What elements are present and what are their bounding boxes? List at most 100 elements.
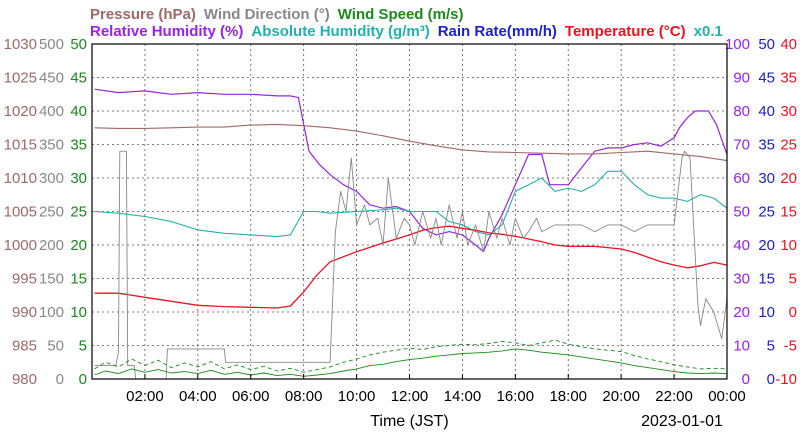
pressure-axis-tick: 985 <box>12 338 37 355</box>
wind-speed-axis-tick: 30 <box>70 170 87 187</box>
rain-axis-tick: 45 <box>758 70 775 87</box>
rain-axis-tick: 20 <box>758 237 775 254</box>
wind-speed-axis-tick: 25 <box>70 204 87 221</box>
chart-grid <box>92 44 727 379</box>
x-tick-label: 00:00 <box>708 388 746 405</box>
wind-speed-axis-tick: 0 <box>79 371 87 388</box>
wind-speed-axis-tick: 40 <box>70 103 87 120</box>
rh-axis-tick: 40 <box>733 237 750 254</box>
temp-axis-tick: -10 <box>775 371 797 388</box>
rh-axis-tick: 50 <box>733 204 750 221</box>
pressure-axis-tick: 1000 <box>4 237 37 254</box>
rh-axis-tick: 80 <box>733 103 750 120</box>
rh-axis-tick: 90 <box>733 70 750 87</box>
rain-axis-tick: 35 <box>758 137 775 154</box>
rh-axis-tick: 10 <box>733 338 750 355</box>
temp-axis-tick: -5 <box>784 338 797 355</box>
pressure-line <box>94 123 728 162</box>
pressure-axis-tick: 1030 <box>4 36 37 53</box>
rh-axis-tick: 100 <box>725 36 750 53</box>
rh-axis-tick: 60 <box>733 170 750 187</box>
pressure-axis-tick: 1020 <box>4 103 37 120</box>
wind-speed-axis-tick: 5 <box>79 338 87 355</box>
wind-dir-axis-tick: 350 <box>39 137 64 154</box>
wind-dir-axis-tick: 450 <box>39 70 64 87</box>
temperature-line <box>94 225 728 309</box>
relative-humidity-line <box>94 88 728 253</box>
wind-dir-axis-tick: 200 <box>39 237 64 254</box>
rain-axis-tick: 10 <box>758 304 775 321</box>
temp-axis-tick: 5 <box>789 271 797 288</box>
pressure-axis-tick: 1025 <box>4 70 37 87</box>
x-tick-label: 08:00 <box>285 388 323 405</box>
rain-axis-tick: 30 <box>758 170 775 187</box>
rain-axis-tick: 50 <box>758 36 775 53</box>
wind-speed-gust-line <box>94 339 728 373</box>
legend-item: Rain Rate(mm/h) <box>438 23 557 40</box>
pressure-axis-tick: 990 <box>12 304 37 321</box>
wind-dir-axis-tick: 50 <box>47 338 64 355</box>
chart-legend: Pressure (hPa) Wind Direction (°) Wind Spe… <box>90 6 723 40</box>
legend-item: Pressure (hPa) <box>90 6 196 23</box>
rain-axis-tick: 25 <box>758 204 775 221</box>
rh-axis-tick: 30 <box>733 271 750 288</box>
x-tick-label: 04:00 <box>179 388 217 405</box>
rh-axis-tick: 70 <box>733 137 750 154</box>
temp-axis-tick: 20 <box>780 170 797 187</box>
wind-speed-axis-tick: 35 <box>70 137 87 154</box>
rh-axis-tick: 0 <box>742 371 750 388</box>
legend-item: Wind Direction (°) <box>204 6 330 23</box>
wind-speed-axis-tick: 15 <box>70 271 87 288</box>
wind-dir-axis-tick: 250 <box>39 204 64 221</box>
wind-dir-axis-tick: 100 <box>39 304 64 321</box>
absolute-humidity-line <box>94 170 728 238</box>
temp-axis-tick: 30 <box>780 103 797 120</box>
pressure-axis-tick: 1010 <box>4 170 37 187</box>
temp-axis-tick: 10 <box>780 237 797 254</box>
x-tick-label: 14:00 <box>444 388 482 405</box>
rh-axis-tick: 20 <box>733 304 750 321</box>
wind-speed-axis-tick: 20 <box>70 237 87 254</box>
legend-item: Temperature (°C) <box>565 23 686 40</box>
x-tick-label: 02:00 <box>126 388 164 405</box>
x-tick-label: 10:00 <box>338 388 376 405</box>
rain-axis-tick: 5 <box>767 338 775 355</box>
temp-axis-tick: 40 <box>780 36 797 53</box>
wind-dir-axis-tick: 500 <box>39 36 64 53</box>
rain-axis-tick: 15 <box>758 271 775 288</box>
date-label: 2023-01-01 <box>641 413 723 430</box>
wind-speed-axis-tick: 45 <box>70 70 87 87</box>
pressure-axis-tick: 1015 <box>4 137 37 154</box>
x-axis-title: Time (JST) <box>370 413 449 430</box>
temp-axis-tick: 15 <box>780 204 797 221</box>
wind-speed-axis-tick: 10 <box>70 304 87 321</box>
temp-axis-tick: 35 <box>780 70 797 87</box>
wind-speed-axis-tick: 50 <box>70 36 87 53</box>
y-axis-labels: 9809859909951000100510101015102010251030… <box>4 36 797 388</box>
x-axis-ticks: 02:00 04:00 06:00 08:00 10:00 12:00 14:00 16:00… <box>126 374 746 405</box>
pressure-axis-tick: 980 <box>12 371 37 388</box>
wind-dir-axis-tick: 400 <box>39 103 64 120</box>
rain-axis-tick: 0 <box>767 371 775 388</box>
wind-direction-line <box>94 150 728 380</box>
x-tick-label: 06:00 <box>232 388 270 405</box>
legend-item: x0.1 <box>694 23 723 40</box>
x-tick-label: 16:00 <box>497 388 535 405</box>
rain-axis-tick: 40 <box>758 103 775 120</box>
wind-dir-axis-tick: 150 <box>39 271 64 288</box>
series-layer <box>94 88 728 380</box>
x-tick-label: 22:00 <box>655 388 693 405</box>
legend-item: Relative Humidity (%) <box>90 23 243 40</box>
x-tick-label: 18:00 <box>549 388 587 405</box>
wind-speed-line <box>94 348 728 377</box>
pressure-axis-tick: 1005 <box>4 204 37 221</box>
wind-dir-axis-tick: 300 <box>39 170 64 187</box>
pressure-axis-tick: 995 <box>12 271 37 288</box>
legend-item: Absolute Humidity (g/m³) <box>251 23 429 40</box>
x-tick-label: 20:00 <box>602 388 640 405</box>
legend-item: Wind Speed (m/s) <box>338 6 464 23</box>
temp-axis-tick: 25 <box>780 137 797 154</box>
temp-axis-tick: 0 <box>789 304 797 321</box>
x-tick-label: 12:00 <box>391 388 429 405</box>
